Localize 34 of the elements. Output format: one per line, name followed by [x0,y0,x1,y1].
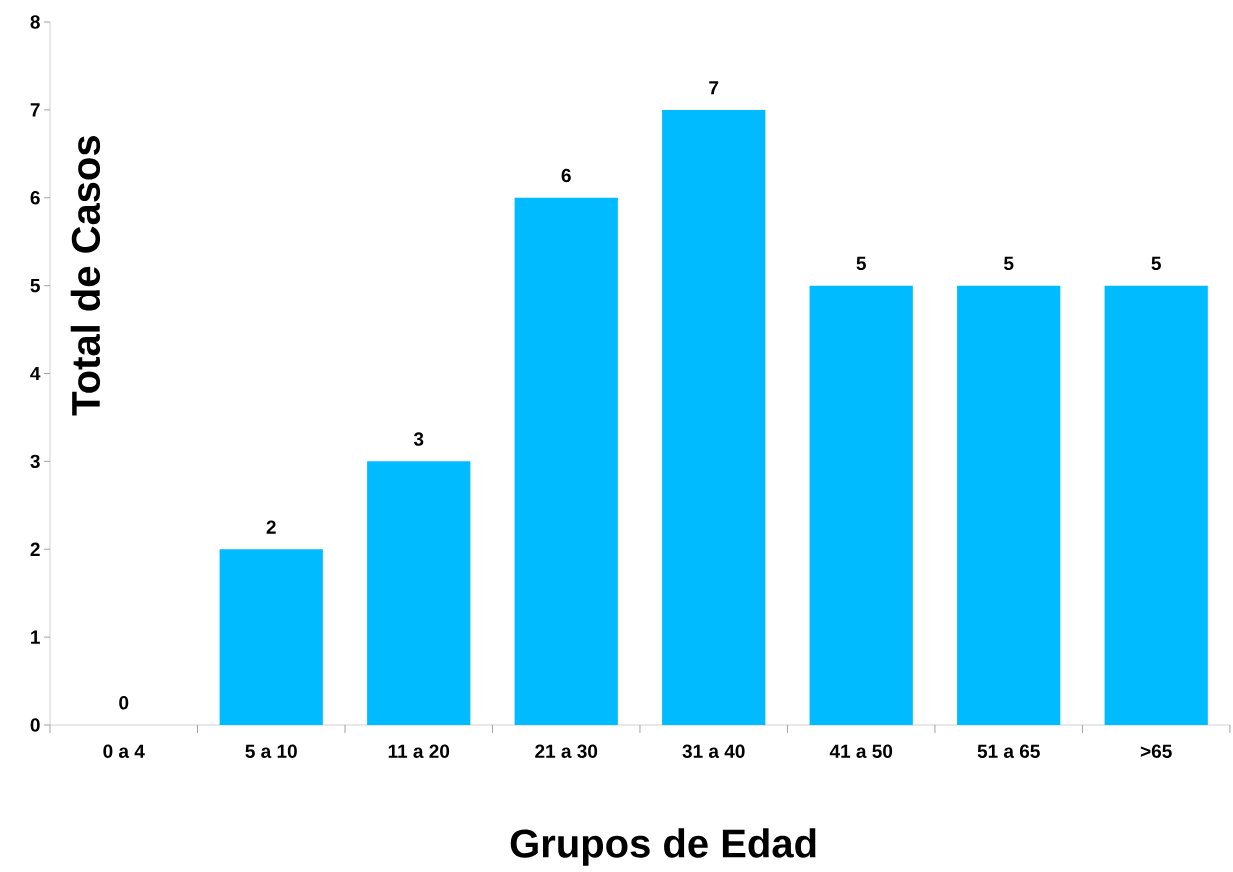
data-label: 2 [266,520,276,534]
y-axis-title: Total de Casos [70,135,101,416]
x-tick-label: 5 a 10 [245,744,297,758]
x-tick-label: 21 a 30 [535,744,598,759]
data-label: 3 [413,432,424,446]
bar [809,285,913,725]
x-tick-label: >65 [1140,744,1172,758]
y-tick-label: 4 [30,366,41,381]
bar [957,285,1061,725]
data-label: 7 [709,81,719,95]
x-tick-label: 31 a 40 [682,744,745,759]
data-label: 5 [856,256,866,271]
x-axis-title: Grupos de Edad [510,828,816,866]
bar [219,549,323,725]
y-tick-label: 7 [30,103,40,117]
bar [367,461,471,725]
y-tick-label: 0 [30,718,40,732]
y-tick-label: 6 [30,191,40,205]
x-tick-label: 0 a 4 [103,744,145,758]
data-label: 6 [561,168,571,183]
y-tick-label: 3 [30,454,40,469]
bar [514,197,618,725]
y-tick-label: 2 [30,542,40,556]
x-tick-label: 41 a 50 [829,744,893,758]
y-tick-label: 8 [30,15,40,29]
bar [662,109,766,725]
data-label: 0 [119,696,129,710]
data-label: 5 [1004,256,1014,271]
y-tick-label: 1 [31,630,40,644]
y-tick-label: 5 [30,279,40,293]
x-tick-label: 11 a 20 [388,744,450,758]
x-tick-label: 51 a 65 [977,744,1040,758]
data-label: 5 [1151,256,1161,271]
bar [1104,285,1208,725]
